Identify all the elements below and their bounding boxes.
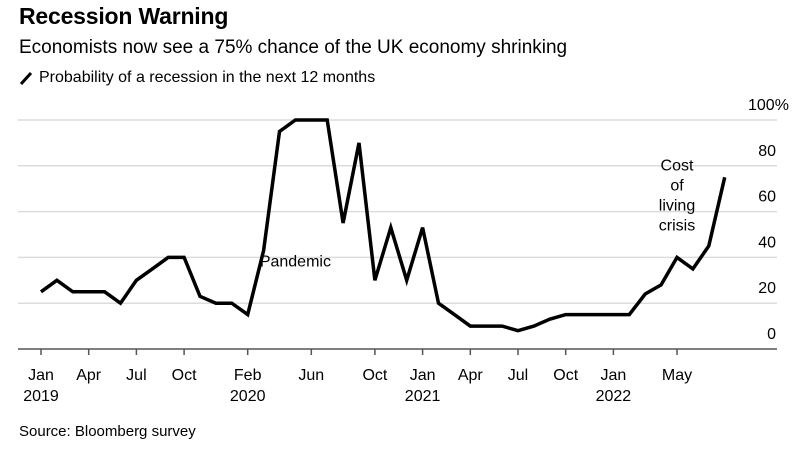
annotation: Cost of living crisis — [659, 157, 695, 234]
legend-line-icon — [19, 71, 33, 86]
x-tick-label: Jul — [508, 367, 528, 384]
x-tick-label: Oct — [553, 367, 578, 384]
source-note: Source: Bloomberg survey — [19, 423, 196, 440]
x-tick-year-label: 2019 — [23, 388, 59, 405]
x-tick-year-label: 2021 — [405, 388, 441, 405]
y-axis: 0 20 40 60 80 100% — [748, 97, 789, 343]
x-tick-label: Apr — [76, 367, 102, 384]
x-tick-label: Oct — [362, 367, 387, 384]
y-tick-label: 100% — [748, 97, 789, 114]
annotation: Pandemic — [260, 254, 331, 271]
x-tick-label: Oct — [172, 367, 197, 384]
x-axis: Jan 2019 Apr Jul Oct Feb 2020 Jun Oct Jan 2021 Apr J… — [18, 348, 777, 405]
x-tick-year-label: 2020 — [230, 388, 266, 405]
y-tick-label: 40 — [758, 234, 776, 251]
x-tick-label: Jul — [126, 367, 146, 384]
legend: Probability of a recession in the next 1… — [19, 69, 375, 87]
y-tick-label: 60 — [758, 189, 776, 206]
series-line — [39, 118, 727, 333]
chart-title: Recession Warning — [19, 3, 229, 29]
x-tick-label: Jan — [601, 367, 627, 384]
x-tick-label: Jan — [28, 367, 54, 384]
legend-label: Probability of a recession in the next 1… — [39, 69, 376, 86]
x-tick-year-label: 2022 — [596, 388, 632, 405]
y-tick-label: 80 — [758, 143, 776, 160]
x-tick-label: Feb — [234, 367, 262, 384]
x-tick-label: May — [662, 367, 692, 384]
x-tick-label: Jun — [298, 367, 324, 384]
y-tick-label: 0 — [767, 326, 776, 343]
chart-subtitle: Economists now see a 75% chance of the U… — [19, 37, 568, 58]
x-tick-label: Apr — [458, 367, 484, 384]
annotations: Pandemic Cost of living crisis — [260, 157, 695, 270]
series — [39, 118, 727, 333]
x-tick-label: Jan — [410, 367, 436, 384]
y-tick-label: 20 — [758, 280, 776, 297]
gridlines — [18, 119, 777, 304]
